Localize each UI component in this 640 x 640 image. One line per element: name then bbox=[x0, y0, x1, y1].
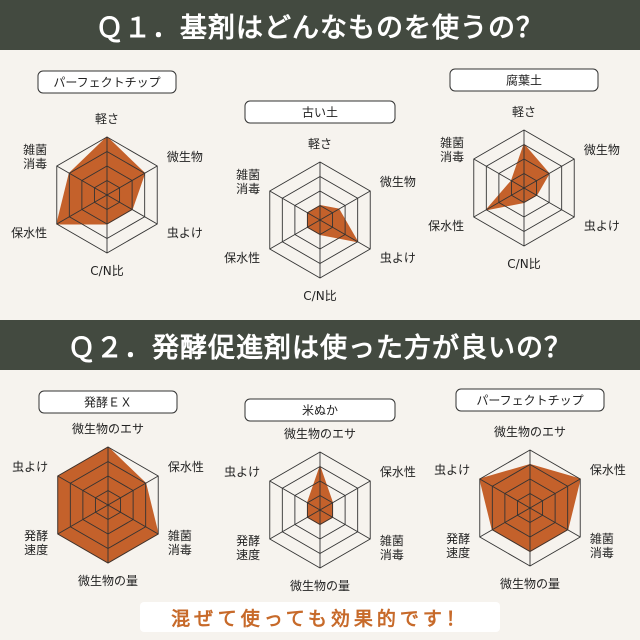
radar-spoke bbox=[106, 194, 158, 225]
section-1-banner: Ｑ１．基剤はどんなものを使うの？ bbox=[0, 0, 640, 50]
axis-label: 雑菌消毒 bbox=[168, 528, 192, 557]
radar-spoke bbox=[56, 194, 108, 225]
chart-title-box bbox=[38, 390, 178, 414]
radar-spoke bbox=[473, 187, 525, 218]
axis-label: 微生物 bbox=[380, 175, 416, 189]
radar-spoke bbox=[56, 165, 108, 196]
axis-label: 虫よけ bbox=[380, 251, 416, 265]
axis-label: 軽さ bbox=[95, 112, 119, 126]
axis-label: 微生物のエサ bbox=[284, 427, 356, 441]
chart-title: 発酵ＥＸ bbox=[84, 396, 132, 410]
chart-title-box bbox=[244, 100, 396, 124]
radar-spoke bbox=[269, 509, 321, 540]
axis-label: 虫よけ bbox=[434, 463, 470, 477]
axis-label: 虫よけ bbox=[12, 460, 48, 474]
axis-label: 微生物の量 bbox=[78, 574, 138, 588]
radar-spoke bbox=[319, 480, 371, 511]
radar-spoke bbox=[57, 504, 109, 535]
axis-label: 虫よけ bbox=[224, 465, 260, 479]
axis-label: 微生物 bbox=[584, 143, 620, 157]
axis-label: 発酵速度 bbox=[446, 532, 470, 560]
axis-label: 軽さ bbox=[512, 105, 536, 119]
axis-label: 雑菌消毒 bbox=[440, 135, 464, 164]
chart-title-box bbox=[449, 68, 599, 92]
chart-title: 腐葉土 bbox=[506, 73, 542, 88]
radar-spoke bbox=[319, 190, 371, 221]
axis-label: 微生物のエサ bbox=[494, 425, 566, 439]
radar-spoke bbox=[269, 480, 321, 511]
axis-label: 虫よけ bbox=[584, 219, 620, 233]
axis-label: C/N比 bbox=[90, 264, 123, 278]
chart-title: 古い土 bbox=[302, 105, 338, 120]
radar-spoke bbox=[479, 507, 531, 538]
axis-label: 保水性 bbox=[224, 251, 260, 265]
radar-spoke bbox=[479, 478, 531, 509]
axis-label: 雑菌消毒 bbox=[380, 533, 404, 562]
footer-text: 混ぜて使っても効果的です！ bbox=[171, 607, 469, 630]
radar-spoke bbox=[473, 158, 525, 189]
radar-spoke bbox=[106, 165, 158, 196]
axis-label: 軽さ bbox=[308, 137, 332, 151]
axis-label: 虫よけ bbox=[167, 226, 203, 240]
radar-spoke bbox=[107, 475, 159, 506]
axis-label: 雑菌消毒 bbox=[236, 167, 260, 196]
axis-label: 微生物の量 bbox=[500, 577, 560, 591]
chart-title-box bbox=[244, 398, 396, 422]
radar-spoke bbox=[523, 187, 575, 218]
axis-label: 微生物のエサ bbox=[72, 422, 144, 436]
radar-spoke bbox=[107, 504, 159, 535]
radar-spoke bbox=[319, 219, 371, 250]
section-2-banner: Ｑ２．発酵促進剤は使った方が良いの？ bbox=[0, 320, 640, 370]
radar-spoke bbox=[529, 507, 581, 538]
axis-label: 発酵速度 bbox=[236, 534, 260, 562]
axis-label: 保水性 bbox=[428, 219, 464, 233]
radar-spoke bbox=[269, 190, 321, 221]
chart-title: パーフェクトチップ bbox=[53, 76, 160, 90]
axis-label: 微生物の量 bbox=[290, 579, 350, 593]
radar-spoke bbox=[319, 509, 371, 540]
radar-spoke bbox=[523, 158, 575, 189]
radar-spoke bbox=[269, 219, 321, 250]
chart-title: 米ぬか bbox=[302, 404, 338, 418]
axis-label: 雑菌消毒 bbox=[590, 531, 614, 560]
section-1-title: Ｑ１．基剤はどんなものを使うの？ bbox=[96, 12, 544, 44]
axis-label: 保水性 bbox=[380, 465, 416, 479]
axis-label: 保水性 bbox=[590, 463, 626, 477]
section-2-title: Ｑ２．発酵促進剤は使った方が良いの？ bbox=[68, 332, 572, 364]
radar-spoke bbox=[529, 478, 581, 509]
axis-label: C/N比 bbox=[303, 289, 336, 303]
chart-title-box bbox=[455, 388, 605, 412]
footer-note: 混ぜて使っても効果的です！ bbox=[140, 602, 500, 632]
axis-label: 保水性 bbox=[168, 460, 204, 474]
radar-spoke bbox=[57, 475, 109, 506]
axis-label: 微生物 bbox=[167, 150, 203, 164]
chart-title-box bbox=[37, 70, 177, 94]
axis-label: 雑菌消毒 bbox=[23, 142, 47, 171]
axis-label: 発酵速度 bbox=[24, 529, 48, 557]
axis-label: 保水性 bbox=[11, 226, 47, 240]
chart-title: パーフェクトチップ bbox=[476, 394, 583, 408]
axis-label: C/N比 bbox=[507, 257, 540, 271]
